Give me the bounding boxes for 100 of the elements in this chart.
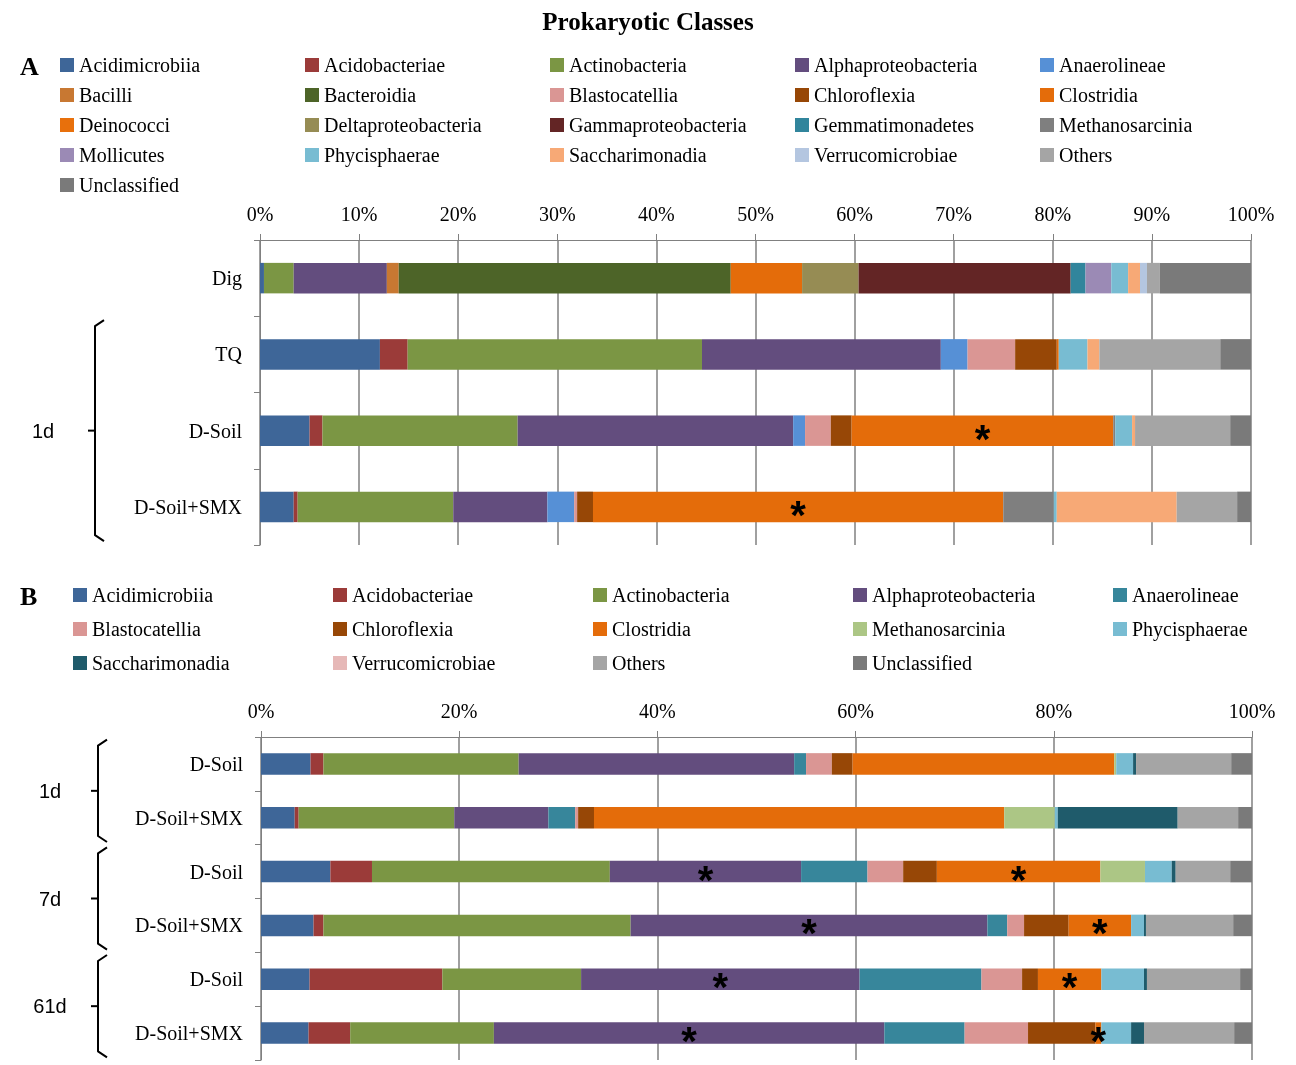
bar (261, 753, 311, 775)
bar (398, 262, 731, 294)
legend-label: Deltaproteobacteria (324, 114, 482, 137)
annotation: * (790, 492, 807, 537)
bar (1057, 806, 1178, 829)
bar (581, 968, 860, 991)
x-tick-label: 30% (538, 203, 576, 225)
bar (322, 415, 518, 446)
legend-label: Deinococci (79, 114, 171, 136)
legend-label: Clostridia (612, 618, 692, 640)
x-tick-label: 0% (246, 203, 274, 225)
bar (261, 1022, 309, 1044)
bar (1145, 914, 1234, 937)
bar (1132, 415, 1136, 446)
bar (260, 491, 294, 523)
bar (386, 262, 399, 294)
bar (793, 415, 806, 446)
y-tick-label: D-Soil+SMX (135, 1022, 244, 1045)
bar (1177, 806, 1239, 829)
legend-label: Blastocatellia (569, 84, 678, 106)
bar (1146, 262, 1160, 294)
bar (310, 753, 324, 775)
bar (1070, 262, 1086, 294)
legend-label: Others (1059, 144, 1113, 166)
bar (1131, 1022, 1144, 1044)
bar (309, 415, 323, 446)
bar (260, 262, 264, 294)
bar (1111, 262, 1129, 294)
bar (1116, 753, 1134, 775)
bar (453, 491, 548, 523)
bar (1004, 806, 1055, 829)
bar (730, 262, 803, 294)
legend-label: Others (612, 652, 666, 674)
y-tick-label: D-Soil (189, 968, 244, 991)
bar (407, 339, 702, 370)
legend-label: Verrucomicrobiae (352, 652, 496, 674)
bar (297, 491, 454, 523)
y-tick-label: Dig (212, 267, 242, 291)
bar (1133, 753, 1137, 775)
bar (575, 806, 579, 829)
x-tick-label: 0% (247, 700, 275, 722)
bar (831, 753, 853, 775)
bar (1022, 968, 1038, 991)
annotation: * (712, 965, 729, 1010)
bar (1024, 914, 1069, 937)
legend-label: Gammaproteobacteria (569, 114, 747, 137)
bar (379, 339, 408, 370)
bar (967, 339, 1016, 370)
bar (1140, 262, 1147, 294)
bar (293, 491, 298, 523)
legend-label: Anaerolineae (1132, 584, 1239, 606)
y-tick-label: D-Soil+SMX (135, 914, 244, 937)
legend-label: Blastocatellia (92, 618, 201, 640)
bar (1115, 415, 1133, 446)
x-tick-label: 40% (638, 203, 675, 225)
bar (1144, 860, 1172, 883)
bar (593, 806, 1005, 829)
x-tick-label: 100% (1228, 700, 1276, 722)
legend-label: Acidobacteriae (324, 54, 446, 76)
bar (323, 914, 631, 937)
bar (1015, 339, 1057, 370)
bar (859, 968, 982, 991)
annotation: * (974, 416, 991, 461)
x-tick-label: 80% (1034, 203, 1072, 225)
bar (794, 753, 807, 775)
bar (294, 806, 299, 829)
bar (298, 806, 455, 829)
legend-label: Acidimicrobiia (79, 54, 201, 76)
x-tick-label: 20% (439, 203, 477, 225)
bar (323, 753, 519, 775)
bar (350, 1022, 494, 1044)
y-tick-label: TQ (215, 343, 243, 366)
bar (1100, 860, 1145, 883)
x-tick-label: 50% (737, 203, 774, 225)
bar (802, 262, 859, 294)
legend-label: Gemmatimonadetes (814, 114, 975, 136)
bar (293, 262, 387, 294)
legend-label: Mollicutes (79, 144, 165, 166)
bar (1143, 1022, 1235, 1044)
chart-title: Prokaryotic Classes (542, 8, 754, 35)
bar (261, 968, 310, 991)
bar (1007, 914, 1025, 937)
x-tick-label: 90% (1133, 203, 1171, 225)
bar (858, 262, 1071, 294)
bar (1176, 491, 1238, 523)
x-tick-label: 70% (935, 203, 973, 225)
bar (851, 415, 1114, 446)
y-tick-label: D-Soil+SMX (134, 495, 243, 518)
legend-label: Chloroflexia (352, 618, 454, 640)
text: B (20, 581, 38, 611)
bar (330, 860, 372, 883)
bar (884, 1022, 965, 1044)
legend-label: Alphaproteobacteria (872, 584, 1036, 607)
bar (493, 1022, 885, 1044)
legend-label: Clostridia (1059, 84, 1139, 106)
bar (263, 262, 294, 294)
bar (261, 860, 331, 883)
legend-label: Bacilli (79, 84, 133, 106)
legend-label: Actinobacteria (612, 584, 730, 606)
bar (1171, 860, 1176, 883)
